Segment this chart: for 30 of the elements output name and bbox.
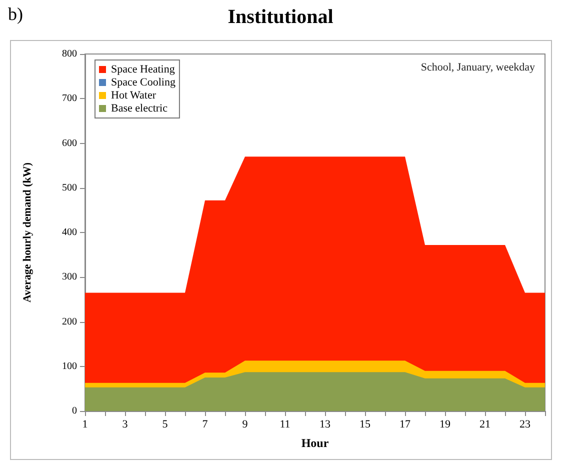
y-axis-title: Average hourly demand (kW) <box>22 162 34 303</box>
x-tick-label: 17 <box>400 418 411 430</box>
x-tick-label: 21 <box>480 418 490 430</box>
x-tick-label: 1 <box>82 418 88 430</box>
x-tick-label: 3 <box>122 418 128 430</box>
y-tick-label: 500 <box>62 182 77 194</box>
legend-label: Hot Water <box>111 90 156 102</box>
legend-label: Base electric <box>111 102 168 114</box>
legend-label: Space Cooling <box>111 76 176 88</box>
x-tick-label: 13 <box>320 418 331 430</box>
y-tick-label: 800 <box>62 48 77 60</box>
x-tick-label: 15 <box>360 418 371 430</box>
x-tick-label: 5 <box>162 418 168 430</box>
legend-label: Space Heating <box>111 64 176 76</box>
x-axis-title: Hour <box>301 436 330 450</box>
x-tick-label: 9 <box>242 418 248 430</box>
y-tick-label: 400 <box>62 227 77 238</box>
y-tick-label: 100 <box>62 360 77 372</box>
annotation: School, January, weekday <box>420 62 536 74</box>
chart-title: Institutional <box>228 6 334 28</box>
y-tick-label: 0 <box>72 406 77 416</box>
y-tick-label: 600 <box>62 138 77 149</box>
y-tick-label: 700 <box>62 93 77 104</box>
y-tick-label: 300 <box>62 272 77 283</box>
x-tick-label: 19 <box>440 418 451 430</box>
x-tick-label: 11 <box>280 418 290 430</box>
x-tick-label: 23 <box>520 418 531 430</box>
text: b) <box>8 4 23 24</box>
x-tick-label: 7 <box>202 418 208 430</box>
y-tick-label: 200 <box>62 316 77 328</box>
